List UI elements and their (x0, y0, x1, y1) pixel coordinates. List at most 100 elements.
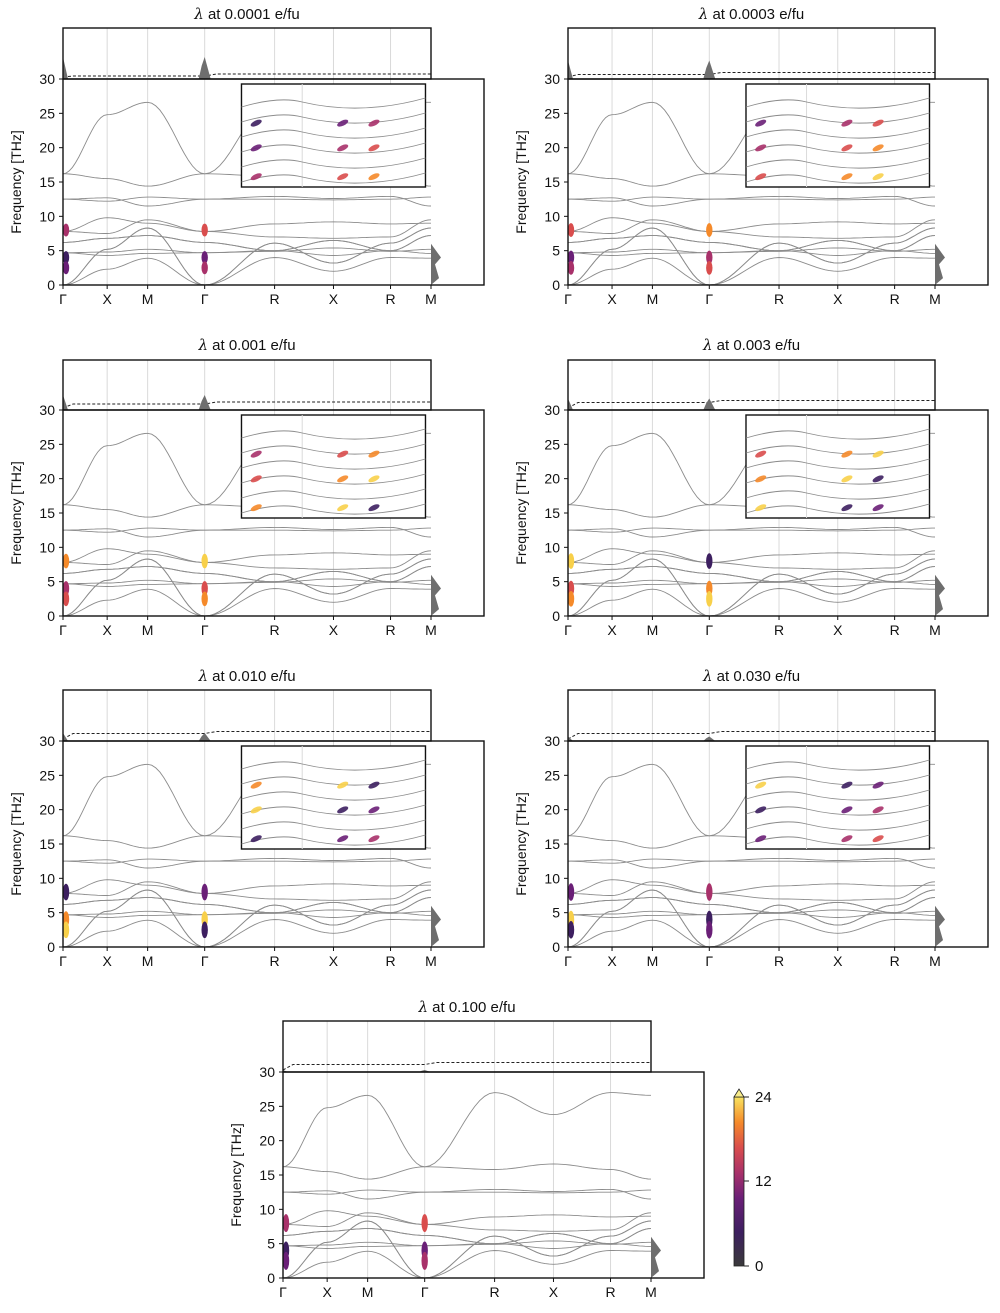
y-tick-label: 30 (259, 1064, 275, 1080)
inset-zoom (240, 414, 427, 519)
x-tick-label: X (102, 622, 112, 638)
y-axis-label: Frequency [THz] (8, 130, 24, 233)
lambda-spike (568, 736, 573, 741)
lambda-axes-frame (62, 27, 432, 80)
y-tick-label: 25 (39, 767, 55, 783)
panel-7: λ at 0.100 e/fu 0 5 10 15 20 25 30 Γ X M Γ R X R M Frequ… (228, 998, 705, 1300)
inset-coupling-marker (755, 144, 767, 152)
y-tick-label: 30 (39, 733, 55, 749)
phonon-band (567, 257, 935, 286)
phonon-band (282, 1250, 651, 1279)
y-axis-label: Frequency [THz] (8, 792, 24, 895)
y-tick-label: 20 (544, 471, 560, 487)
y-axis-label: Frequency [THz] (513, 792, 529, 895)
inset-coupling-marker (755, 475, 767, 483)
y-tick-label: 30 (544, 402, 560, 418)
y-tick-label: 10 (259, 1201, 275, 1217)
phonon-band (282, 1210, 651, 1225)
inset-coupling-marker (337, 144, 349, 152)
inset-band (745, 759, 930, 771)
y-tick-label: 15 (39, 505, 55, 521)
coupling-marker (201, 553, 208, 569)
x-tick-label: X (102, 291, 112, 307)
x-tick-label: M (929, 953, 941, 969)
phonon-band (282, 1188, 652, 1200)
y-tick-label: 0 (47, 277, 55, 293)
coupling-marker (421, 1214, 428, 1233)
phonon-dos (651, 1236, 661, 1278)
inset-band (241, 127, 426, 139)
lambda-spike (198, 733, 211, 741)
coupling-marker (201, 251, 208, 264)
coupling-marker (62, 581, 70, 596)
inset-coupling-marker (841, 119, 853, 127)
x-tick-label: X (833, 291, 843, 307)
x-tick-label: R (490, 1284, 500, 1300)
y-tick-label: 10 (39, 208, 55, 224)
inset-coupling-marker (755, 119, 767, 127)
phonon-band (567, 558, 936, 617)
panel-4: λ at 0.003 e/fu 0 5 10 15 20 25 30 Γ X M Γ R X R M Frequ… (513, 336, 989, 638)
inset-coupling-marker (337, 781, 349, 789)
inset-coupling-marker (250, 475, 262, 483)
cumulative-lambda-line (62, 401, 431, 409)
cumulative-lambda-line (567, 731, 935, 740)
y-tick-label: 25 (259, 1098, 275, 1114)
y-axis-label: Frequency [THz] (513, 130, 529, 233)
inset-coupling-marker (337, 835, 349, 843)
cumulative-lambda-line (62, 731, 431, 740)
x-tick-label: Γ (564, 953, 572, 969)
phonon-band (568, 235, 936, 252)
phonon-dos (431, 243, 441, 285)
panel-title: λ at 0.030 e/fu (702, 667, 800, 685)
panel-title-text: at 0.100 e/fu (428, 999, 516, 1016)
x-tick-label: R (270, 953, 280, 969)
panel-title-text: at 0.0001 e/fu (204, 6, 300, 23)
lambda-spike (703, 60, 716, 79)
coupling-marker (567, 223, 575, 237)
inset-coupling-marker (368, 835, 380, 843)
phonon-band (62, 889, 432, 948)
y-tick-label: 5 (47, 905, 55, 921)
x-tick-label: Γ (705, 622, 713, 638)
x-tick-label: X (322, 1284, 332, 1300)
y-axis-label: Frequency [THz] (513, 461, 529, 564)
y-tick-label: 20 (39, 471, 55, 487)
x-tick-label: Γ (564, 291, 572, 307)
inset-band (745, 458, 930, 470)
y-tick-label: 5 (47, 243, 55, 259)
phonon-band (567, 588, 935, 617)
coupling-marker (62, 251, 70, 264)
inset-coupling-marker (337, 119, 349, 127)
y-tick-label: 0 (552, 608, 560, 624)
x-tick-label: Γ (705, 291, 713, 307)
phonon-band (567, 857, 936, 869)
x-tick-label: X (607, 953, 617, 969)
coupling-marker (201, 591, 208, 607)
inset-band (241, 503, 426, 515)
inset-coupling-marker (337, 504, 349, 512)
phonon-dos (431, 574, 441, 616)
phonon-band (62, 881, 432, 901)
inset-coupling-marker (337, 173, 349, 181)
y-tick-label: 5 (552, 574, 560, 590)
coupling-marker (282, 1251, 290, 1270)
lambda-symbol: λ (702, 667, 713, 685)
inset-coupling-marker (872, 504, 884, 512)
phonon-band (567, 227, 936, 286)
inset-band (241, 428, 426, 440)
x-tick-label: R (890, 291, 900, 307)
cumulative-lambda-line (567, 72, 935, 78)
inset-band (241, 443, 426, 455)
phonon-dos (935, 574, 945, 616)
lambda-symbol: λ (197, 336, 208, 354)
phonon-band (567, 227, 936, 286)
inset-coupling-marker (368, 144, 380, 152)
inset-zoom (745, 83, 931, 188)
inset-coupling-marker (368, 781, 380, 789)
x-tick-label: X (833, 953, 843, 969)
inset-band (241, 804, 426, 816)
panel-3: λ at 0.001 e/fu 0 5 10 15 20 25 30 Γ X M Γ R X R M Frequ… (8, 336, 485, 638)
inset-band (241, 97, 426, 109)
